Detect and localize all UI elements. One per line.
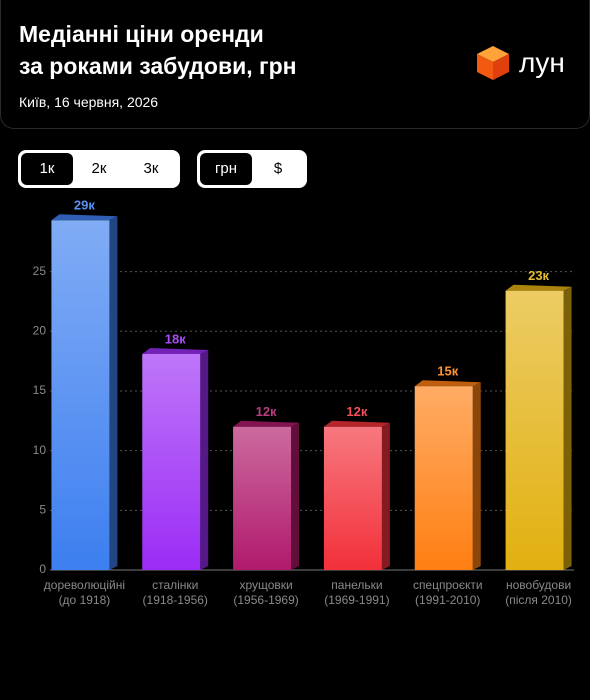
bar-top <box>414 380 481 387</box>
y-tick-label: 5 <box>39 502 46 516</box>
rooms-button[interactable]: 2к <box>91 160 107 177</box>
bar <box>142 353 201 570</box>
rooms-button[interactable]: 3к <box>143 160 159 177</box>
x-tick-label: (1991-2010) <box>415 593 480 607</box>
bar-side <box>472 382 481 570</box>
y-tick-label: 10 <box>33 443 47 457</box>
x-tick-label: (1918-1956) <box>143 593 208 607</box>
x-tick-label: (після 2010) <box>505 593 572 607</box>
bar-side <box>200 349 209 570</box>
bar-top <box>51 214 118 221</box>
x-tick-label: сталінки <box>152 578 198 592</box>
rooms-button[interactable]: 1к <box>21 153 73 185</box>
value-label: 29к <box>74 198 95 213</box>
y-tick-label: 15 <box>33 383 47 397</box>
rooms-toggle: 1к 2к 3к <box>18 150 180 188</box>
x-tick-label: (1969-1991) <box>324 593 389 607</box>
currency-toggle: грн $ <box>197 150 307 188</box>
title: Медіанні ціни оренди за роками забудови,… <box>19 18 297 82</box>
bar <box>51 220 110 570</box>
bar <box>323 426 382 570</box>
y-tick-label: 20 <box>33 323 47 337</box>
bar-top <box>505 284 572 291</box>
logo: лун <box>475 44 565 82</box>
value-label: 12к <box>346 404 367 419</box>
x-tick-label: дореволюційні <box>44 578 125 592</box>
title-line: за роками забудови, грн <box>19 53 297 79</box>
x-tick-label: новобудови <box>506 578 571 592</box>
y-tick-label: 0 <box>39 562 46 576</box>
bar-side <box>109 216 118 570</box>
bar <box>414 386 473 570</box>
logo-cube <box>477 46 509 80</box>
x-tick-label: (до 1918) <box>59 593 111 607</box>
bar <box>233 426 292 570</box>
subtitle: Київ, 16 червня, 2026 <box>19 94 159 110</box>
bar-top <box>233 420 300 427</box>
value-label: 23к <box>528 268 549 283</box>
bar-side <box>291 422 300 570</box>
header: Медіанні ціни оренди за роками забудови,… <box>0 0 590 129</box>
x-tick-label: панельки <box>331 578 382 592</box>
title-line: Медіанні ціни оренди <box>19 21 264 47</box>
bar <box>505 290 564 570</box>
currency-button[interactable]: грн <box>200 153 252 185</box>
bar-side <box>381 422 390 570</box>
logo-text: лун <box>519 47 565 78</box>
currency-button[interactable]: $ <box>273 160 283 177</box>
bar-top <box>142 347 209 354</box>
bar-side <box>563 286 572 570</box>
value-label: 18к <box>165 331 186 346</box>
y-tick-label: 25 <box>33 264 47 278</box>
value-label: 12к <box>256 404 277 419</box>
x-tick-label: (1956-1969) <box>233 593 298 607</box>
bar-top <box>323 420 390 427</box>
x-tick-label: хрущовки <box>239 578 292 592</box>
value-label: 15к <box>437 364 458 379</box>
x-tick-label: спецпроєкти <box>413 578 483 592</box>
